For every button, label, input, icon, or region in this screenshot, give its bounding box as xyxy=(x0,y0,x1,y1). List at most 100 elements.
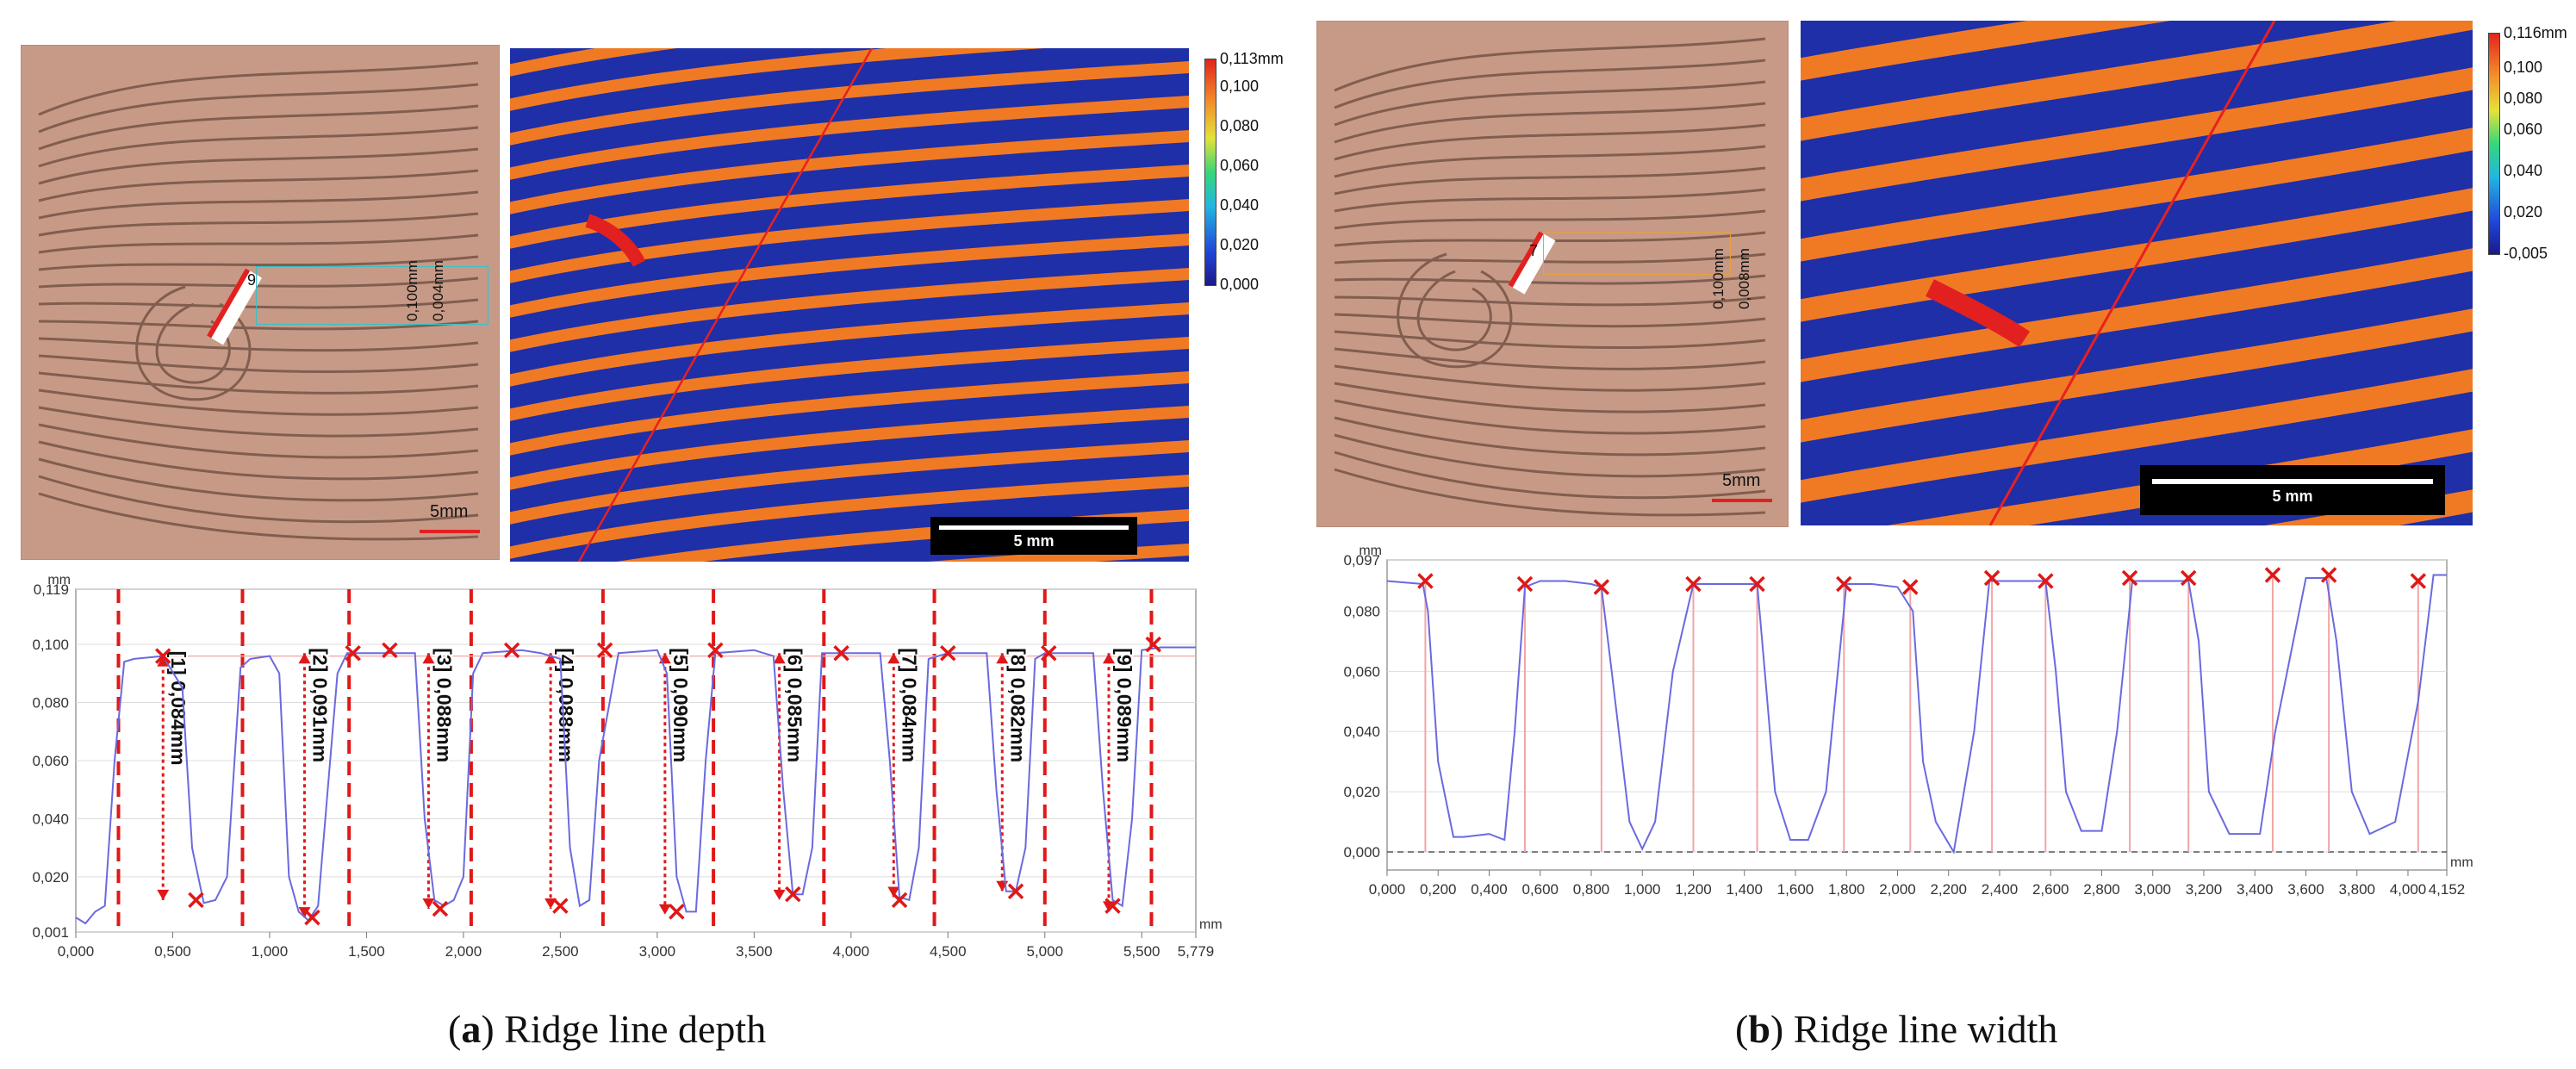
dimension-label-a1: 0,100mm xyxy=(404,260,420,321)
colorbar-b-top: 0,116mm xyxy=(2504,24,2567,41)
x-tick-label: 4,000 xyxy=(2390,881,2427,898)
caption-b: (b) Ridge line width xyxy=(1735,1007,2058,1051)
colorbar-a-tick: 0,080 xyxy=(1220,117,1260,134)
profile-marker xyxy=(1041,644,1057,662)
colorbar-b-tick: 0,080 xyxy=(2504,90,2543,107)
x-tick-label: 1,200 xyxy=(1675,881,1712,898)
y-tick-label: 0,119 xyxy=(34,581,69,598)
depth-arrow-down xyxy=(422,898,435,910)
x-tick-label: 5,779 xyxy=(1178,943,1215,960)
y-tick-label: 0,020 xyxy=(32,869,69,886)
measure-box-b xyxy=(1543,232,1731,275)
depth-arrow-up xyxy=(422,653,435,664)
colorbar-a-tick: 0,000 xyxy=(1220,276,1260,293)
ridge-map-b xyxy=(1801,21,2473,525)
x-tick-label: 0,500 xyxy=(154,943,191,960)
colorbar-b xyxy=(2488,33,2500,255)
x-tick-label: 2,500 xyxy=(542,943,579,960)
depth-arrow-up xyxy=(887,653,900,664)
dimension-label-b1: 0,100mm xyxy=(1710,248,1727,309)
colorbar-a-tick: 0,020 xyxy=(1220,236,1260,253)
caption-b-letter: b xyxy=(1748,1007,1770,1051)
profile-marker xyxy=(1516,575,1534,593)
depth-arrow-up xyxy=(544,653,557,664)
height-map-b: 5 mm xyxy=(1801,21,2473,525)
depth-arrow-up xyxy=(773,653,786,664)
depth-profile-chart: 0,0010,0200,0400,0600,0800,1000,119mm0,0… xyxy=(32,573,1223,960)
fingerprint-photo-b: 7 0,100mm 0,008mm 5mm xyxy=(1316,21,1789,527)
profile-marker xyxy=(1685,575,1702,593)
colorbar-a xyxy=(1204,59,1216,286)
colorbar-a-tick: 0,100 xyxy=(1220,78,1260,95)
depth-arrow-down xyxy=(887,886,900,898)
y-tick-label: 0,000 xyxy=(1343,844,1380,861)
map-scale-label-a: 5 mm xyxy=(1013,532,1055,550)
x-tick-label: 2,400 xyxy=(1982,881,2019,898)
profile-marker xyxy=(154,648,171,664)
dimension-label-b2: 0,008mm xyxy=(1736,248,1752,309)
profile-marker xyxy=(2264,567,2281,583)
y-tick-label: 0,100 xyxy=(32,637,69,653)
ridge-map-a xyxy=(510,48,1189,562)
profile-marker xyxy=(2410,573,2427,589)
x-tick-label: 1,400 xyxy=(1726,881,1763,898)
x-axis-unit: mm xyxy=(1199,917,1223,932)
y-tick-label: 0,001 xyxy=(32,924,69,941)
x-tick-label: 3,500 xyxy=(736,943,773,960)
fingerprint-photo-a: 9 0,100mm 0,004mm 5mm xyxy=(21,45,500,560)
x-tick-label: 4,000 xyxy=(833,943,870,960)
caption-a: (a) Ridge line depth xyxy=(448,1007,767,1051)
x-tick-label: 3,000 xyxy=(2134,881,2171,898)
map-scale-bar-a xyxy=(939,525,1129,530)
x-tick-label: 1,600 xyxy=(1777,881,1814,898)
depth-measure-label: [6] 0,085mm xyxy=(784,648,806,762)
profile-marker xyxy=(1902,579,1919,595)
dimension-label-a2: 0,004mm xyxy=(430,260,446,321)
x-tick-label: 4,500 xyxy=(930,943,967,960)
profile-marker xyxy=(503,642,520,659)
depth-arrow-down xyxy=(773,889,786,900)
profile-marker xyxy=(1983,569,2000,587)
profile-marker xyxy=(432,900,449,917)
x-tick-label: 3,200 xyxy=(2186,881,2223,898)
x-tick-label: 5,500 xyxy=(1123,943,1160,960)
fingerprint-pattern-a xyxy=(38,61,479,541)
profile-marker xyxy=(2121,569,2138,587)
profile-marker xyxy=(785,886,801,903)
plot-frame xyxy=(1386,559,2448,871)
profile-marker xyxy=(1145,636,1161,653)
y-tick-label: 0,040 xyxy=(1343,724,1380,740)
x-tick-label: 2,800 xyxy=(2083,881,2120,898)
profile-marker xyxy=(669,904,685,920)
photo-scale-label-a: 5mm xyxy=(430,502,469,521)
depth-measure-label: [9] 0,089mm xyxy=(1113,648,1136,762)
profile-line xyxy=(1386,574,2447,855)
x-tick-label: 3,000 xyxy=(639,943,676,960)
photo-scale-label-b: 5mm xyxy=(1722,471,1761,490)
profile-marker xyxy=(304,909,320,926)
height-map-a: 5 mm xyxy=(510,48,1189,562)
colorbar-a-tick: 0,040 xyxy=(1220,196,1260,214)
colorbar-a-top: 0,113mm xyxy=(1220,50,1284,67)
depth-arrow-up xyxy=(1102,653,1115,664)
profile-marker-label-a: 9 xyxy=(247,271,257,289)
x-tick-label: 2,000 xyxy=(1879,881,1916,898)
x-tick-label: 1,000 xyxy=(252,943,289,960)
x-tick-label: 0,000 xyxy=(1369,881,1406,898)
depth-measure-label: [2] 0,091mm xyxy=(308,648,331,762)
depth-arrow-down xyxy=(298,907,311,918)
profile-marker xyxy=(188,892,204,909)
x-tick-label: 4,152 xyxy=(2429,881,2466,898)
x-tick-label: 3,800 xyxy=(2338,881,2375,898)
profile-marker xyxy=(707,642,724,659)
profile-marker xyxy=(2180,569,2197,587)
y-tick-label: 0,080 xyxy=(32,695,69,712)
x-tick-label: 0,800 xyxy=(1573,881,1610,898)
x-tick-label: 3,600 xyxy=(2287,881,2324,898)
colorbar-b-tick: 0,060 xyxy=(2504,121,2543,138)
profile-marker xyxy=(596,642,613,659)
map-scale-bar-b xyxy=(2152,479,2433,484)
profile-marker xyxy=(382,642,398,659)
depth-measure-label: [8] 0,082mm xyxy=(1006,648,1029,762)
